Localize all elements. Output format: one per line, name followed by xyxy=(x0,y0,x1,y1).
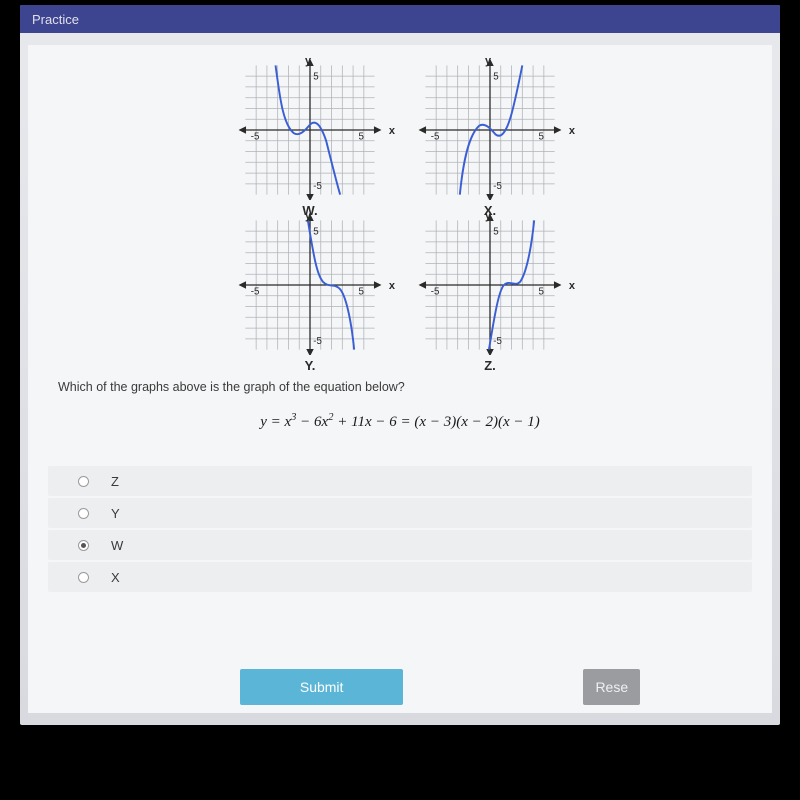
svg-text:5: 5 xyxy=(493,226,498,237)
radio-icon[interactable] xyxy=(78,572,89,583)
answer-option-Y[interactable]: Y xyxy=(48,498,752,528)
svg-text:-5: -5 xyxy=(431,132,440,143)
y-axis-label: y xyxy=(485,210,491,222)
x-axis-label: x xyxy=(389,280,395,292)
x-axis-label: x xyxy=(389,125,395,137)
svg-text:-5: -5 xyxy=(313,336,322,347)
graph-label-Y: Y. xyxy=(235,358,385,373)
svg-text:-5: -5 xyxy=(251,132,260,143)
graph-W: y x -555-5 xyxy=(235,60,385,210)
answer-label: W xyxy=(111,538,123,553)
svg-text:-5: -5 xyxy=(251,287,260,298)
app-screen: Practice y x xyxy=(20,5,780,725)
graphs-row-2: y x -555-5 xyxy=(48,215,752,365)
svg-text:5: 5 xyxy=(358,287,363,298)
svg-text:5: 5 xyxy=(313,71,318,82)
x-axis-label: x xyxy=(569,125,575,137)
graph-X: y x -555-5 xyxy=(415,60,565,210)
radio-icon[interactable] xyxy=(78,508,89,519)
answer-option-Z[interactable]: Z xyxy=(48,466,752,496)
answer-list: Z Y W X xyxy=(48,466,752,592)
svg-text:5: 5 xyxy=(358,132,363,143)
answer-label: Z xyxy=(111,474,119,489)
svg-text:-5: -5 xyxy=(493,336,502,347)
answer-label: X xyxy=(111,570,120,585)
y-axis-label: y xyxy=(305,210,311,222)
header-bar: Practice xyxy=(20,5,780,33)
graph-Y: y x -555-5 xyxy=(235,215,385,365)
radio-icon[interactable] xyxy=(78,540,89,551)
svg-text:-5: -5 xyxy=(431,287,440,298)
y-axis-label: y xyxy=(305,55,311,67)
y-axis-label: y xyxy=(485,55,491,67)
button-row: Submit Rese xyxy=(28,669,772,705)
reset-button[interactable]: Rese xyxy=(583,669,640,705)
radio-icon[interactable] xyxy=(78,476,89,487)
graph-label-Z: Z. xyxy=(415,358,565,373)
svg-text:-5: -5 xyxy=(313,181,322,192)
graph-Z: y x -555-5 xyxy=(415,215,565,365)
svg-text:5: 5 xyxy=(538,132,543,143)
answer-option-X[interactable]: X xyxy=(48,562,752,592)
graphs-row-1: y x -555-5 xyxy=(48,60,752,210)
question-prompt: Which of the graphs above is the graph o… xyxy=(58,380,752,394)
x-axis-label: x xyxy=(569,280,575,292)
practice-label: Practice xyxy=(32,12,79,27)
svg-text:5: 5 xyxy=(493,71,498,82)
equation: y = x3 − 6x2 + 11x − 6 = (x − 3)(x − 2)(… xyxy=(48,412,752,431)
content-area: y x -5 5 5 -5 xyxy=(28,45,772,713)
answer-option-W[interactable]: W xyxy=(48,530,752,560)
submit-button[interactable]: Submit xyxy=(240,669,404,705)
answer-label: Y xyxy=(111,506,120,521)
svg-text:-5: -5 xyxy=(493,181,502,192)
svg-text:5: 5 xyxy=(313,226,318,237)
svg-text:5: 5 xyxy=(538,287,543,298)
